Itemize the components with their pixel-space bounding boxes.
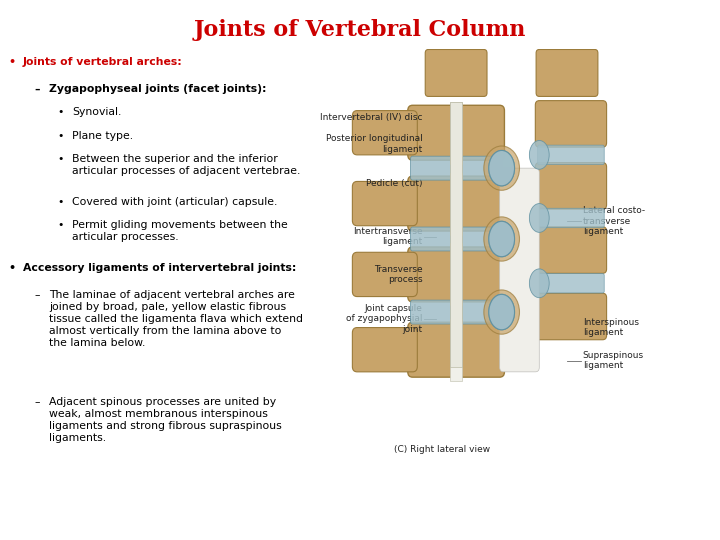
- Text: Transverse
process: Transverse process: [374, 265, 423, 284]
- Text: Lateral costo-
transverse
ligament: Lateral costo- transverse ligament: [583, 206, 645, 236]
- FancyBboxPatch shape: [450, 244, 462, 306]
- Text: Adjacent spinous processes are united by
weak, almost membranous interspinous
li: Adjacent spinous processes are united by…: [49, 397, 282, 443]
- FancyBboxPatch shape: [408, 247, 505, 302]
- FancyBboxPatch shape: [408, 105, 505, 160]
- Bar: [413, 339, 452, 361]
- Text: •: •: [58, 131, 64, 141]
- FancyBboxPatch shape: [538, 145, 604, 165]
- Text: Joint capsule
of zygapophysial
joint: Joint capsule of zygapophysial joint: [346, 304, 423, 334]
- Text: •: •: [58, 154, 64, 164]
- Bar: [413, 192, 452, 214]
- Ellipse shape: [489, 221, 515, 256]
- Text: Supraspinous
ligament: Supraspinous ligament: [583, 351, 644, 370]
- Ellipse shape: [489, 294, 515, 330]
- Text: •: •: [58, 197, 64, 207]
- FancyBboxPatch shape: [536, 227, 606, 273]
- FancyBboxPatch shape: [538, 208, 604, 228]
- Ellipse shape: [484, 290, 520, 334]
- Ellipse shape: [489, 151, 515, 186]
- Text: •: •: [58, 107, 64, 118]
- FancyBboxPatch shape: [352, 328, 418, 372]
- Text: –: –: [35, 290, 40, 300]
- Text: Zygapophyseal joints (facet joints):: Zygapophyseal joints (facet joints):: [49, 84, 266, 94]
- Ellipse shape: [529, 140, 549, 169]
- FancyBboxPatch shape: [352, 111, 418, 155]
- Text: Joints of vertebral arches:: Joints of vertebral arches:: [23, 57, 183, 67]
- FancyBboxPatch shape: [536, 293, 606, 340]
- Text: Permit gliding movements between the
articular processes.: Permit gliding movements between the art…: [72, 220, 288, 242]
- FancyBboxPatch shape: [450, 173, 462, 234]
- FancyBboxPatch shape: [426, 50, 487, 97]
- Bar: [413, 122, 452, 144]
- Text: •: •: [58, 220, 64, 230]
- FancyBboxPatch shape: [538, 274, 604, 293]
- Text: Covered with joint (articular) capsule.: Covered with joint (articular) capsule.: [72, 197, 277, 207]
- FancyBboxPatch shape: [450, 319, 462, 381]
- Text: Plane type.: Plane type.: [72, 131, 133, 141]
- FancyBboxPatch shape: [408, 322, 505, 377]
- Text: The laminae of adjacent vertebral arches are
joined by broad, pale, yellow elast: The laminae of adjacent vertebral arches…: [49, 290, 303, 348]
- Ellipse shape: [529, 269, 549, 298]
- Ellipse shape: [529, 204, 549, 232]
- Text: Accessory ligaments of intervertebral joints:: Accessory ligaments of intervertebral jo…: [23, 262, 297, 273]
- FancyBboxPatch shape: [410, 227, 502, 251]
- Text: –: –: [35, 397, 40, 407]
- Text: Pedicle (cut): Pedicle (cut): [366, 179, 423, 188]
- Text: •: •: [9, 262, 16, 273]
- FancyBboxPatch shape: [536, 100, 606, 147]
- Text: Joints of Vertebral Column: Joints of Vertebral Column: [194, 19, 526, 41]
- Ellipse shape: [489, 151, 515, 186]
- FancyBboxPatch shape: [536, 163, 606, 209]
- FancyBboxPatch shape: [408, 176, 505, 231]
- Text: (C) Right lateral view: (C) Right lateral view: [394, 445, 490, 454]
- Text: Between the superior and the inferior
articular processes of adjacent vertebrae.: Between the superior and the inferior ar…: [72, 154, 300, 176]
- Text: Intervertebral (IV) disc: Intervertebral (IV) disc: [320, 113, 423, 122]
- Ellipse shape: [484, 146, 520, 190]
- Bar: [413, 264, 452, 286]
- FancyBboxPatch shape: [410, 300, 502, 324]
- Ellipse shape: [484, 217, 520, 261]
- FancyBboxPatch shape: [410, 156, 502, 180]
- Text: Interspinous
ligament: Interspinous ligament: [583, 318, 639, 338]
- FancyBboxPatch shape: [352, 252, 418, 296]
- Text: Posterior longitudinal
ligament: Posterior longitudinal ligament: [325, 134, 423, 153]
- Text: •: •: [9, 57, 16, 67]
- FancyBboxPatch shape: [536, 50, 598, 97]
- Text: Intertransverse
ligament: Intertransverse ligament: [353, 227, 423, 246]
- Text: Synovial.: Synovial.: [72, 107, 122, 118]
- Bar: [450, 102, 462, 367]
- Ellipse shape: [489, 294, 515, 330]
- FancyBboxPatch shape: [352, 181, 418, 226]
- Text: –: –: [35, 84, 40, 94]
- FancyBboxPatch shape: [450, 102, 462, 164]
- Ellipse shape: [489, 221, 515, 256]
- FancyBboxPatch shape: [500, 168, 539, 372]
